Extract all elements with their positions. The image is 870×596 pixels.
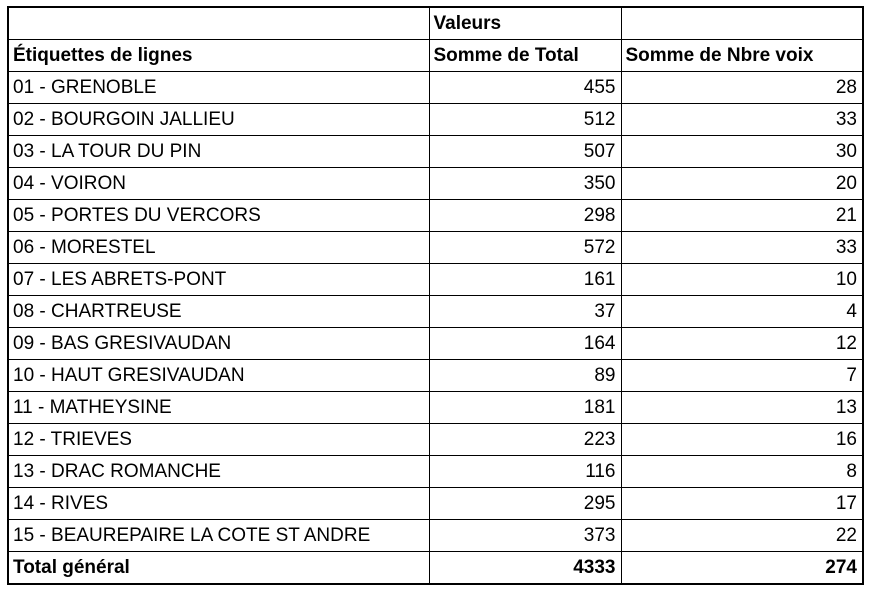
total-value-cell[interactable]: 116 <box>428 455 622 488</box>
voix-value-cell[interactable]: 30 <box>620 135 864 168</box>
total-value-cell[interactable]: 455 <box>428 71 622 104</box>
total-value-cell[interactable]: 350 <box>428 167 622 200</box>
voix-value-cell[interactable]: 21 <box>620 199 864 232</box>
total-value-cell[interactable]: 295 <box>428 487 622 520</box>
row-label-cell[interactable]: 05 - PORTES DU VERCORS <box>7 199 430 232</box>
table-row: 15 - BEAUREPAIRE LA COTE ST ANDRE 373 22 <box>7 519 864 552</box>
row-labels-header-cell[interactable]: Étiquettes de lignes <box>7 39 430 72</box>
row-label-cell[interactable]: 09 - BAS GRESIVAUDAN <box>7 327 430 360</box>
column-headers-row: Étiquettes de lignes Somme de Total Somm… <box>7 39 864 72</box>
row-label-cell[interactable]: 08 - CHARTREUSE <box>7 295 430 328</box>
table-row: 07 - LES ABRETS-PONT 161 10 <box>7 263 864 296</box>
grand-total-label-cell[interactable]: Total général <box>7 551 430 585</box>
sum-total-header-cell[interactable]: Somme de Total <box>428 39 622 72</box>
sum-voix-header-cell[interactable]: Somme de Nbre voix <box>620 39 864 72</box>
voix-value-cell[interactable]: 33 <box>620 103 864 136</box>
voix-value-cell[interactable]: 16 <box>620 423 864 456</box>
row-label-cell[interactable]: 14 - RIVES <box>7 487 430 520</box>
voix-value-cell[interactable]: 8 <box>620 455 864 488</box>
table-row: 13 - DRAC ROMANCHE 116 8 <box>7 455 864 488</box>
voix-value-cell[interactable]: 28 <box>620 71 864 104</box>
total-value-cell[interactable]: 572 <box>428 231 622 264</box>
total-value-cell[interactable]: 37 <box>428 295 622 328</box>
values-header-row: Valeurs <box>7 6 864 40</box>
voix-value-cell[interactable]: 13 <box>620 391 864 424</box>
voix-value-cell[interactable]: 7 <box>620 359 864 392</box>
table-row: 14 - RIVES 295 17 <box>7 487 864 520</box>
row-label-cell[interactable]: 11 - MATHEYSINE <box>7 391 430 424</box>
row-label-cell[interactable]: 13 - DRAC ROMANCHE <box>7 455 430 488</box>
voix-value-cell[interactable]: 17 <box>620 487 864 520</box>
total-value-cell[interactable]: 161 <box>428 263 622 296</box>
table-row: 08 - CHARTREUSE 37 4 <box>7 295 864 328</box>
table-row: 09 - BAS GRESIVAUDAN 164 12 <box>7 327 864 360</box>
table-row: 11 - MATHEYSINE 181 13 <box>7 391 864 424</box>
row-label-cell[interactable]: 06 - MORESTEL <box>7 231 430 264</box>
row-label-cell[interactable]: 12 - TRIEVES <box>7 423 430 456</box>
grand-total-total-cell[interactable]: 4333 <box>428 551 622 585</box>
table-row: 01 - GRENOBLE 455 28 <box>7 71 864 104</box>
total-value-cell[interactable]: 512 <box>428 103 622 136</box>
voix-value-cell[interactable]: 22 <box>620 519 864 552</box>
row-label-cell[interactable]: 02 - BOURGOIN JALLIEU <box>7 103 430 136</box>
table-row: 03 - LA TOUR DU PIN 507 30 <box>7 135 864 168</box>
row-label-cell[interactable]: 01 - GRENOBLE <box>7 71 430 104</box>
values-header-cell[interactable]: Valeurs <box>428 6 622 40</box>
total-value-cell[interactable]: 507 <box>428 135 622 168</box>
total-value-cell[interactable]: 181 <box>428 391 622 424</box>
values-header-spacer-cell[interactable] <box>620 6 864 40</box>
voix-value-cell[interactable]: 33 <box>620 231 864 264</box>
row-label-cell[interactable]: 03 - LA TOUR DU PIN <box>7 135 430 168</box>
voix-value-cell[interactable]: 20 <box>620 167 864 200</box>
table-row: 04 - VOIRON 350 20 <box>7 167 864 200</box>
row-label-cell[interactable]: 15 - BEAUREPAIRE LA COTE ST ANDRE <box>7 519 430 552</box>
row-label-cell[interactable]: 07 - LES ABRETS-PONT <box>7 263 430 296</box>
grand-total-voix-cell[interactable]: 274 <box>620 551 864 585</box>
grand-total-row: Total général 4333 274 <box>7 551 864 585</box>
voix-value-cell[interactable]: 10 <box>620 263 864 296</box>
total-value-cell[interactable]: 373 <box>428 519 622 552</box>
row-label-cell[interactable]: 10 - HAUT GRESIVAUDAN <box>7 359 430 392</box>
voix-value-cell[interactable]: 4 <box>620 295 864 328</box>
total-value-cell[interactable]: 89 <box>428 359 622 392</box>
total-value-cell[interactable]: 223 <box>428 423 622 456</box>
corner-cell[interactable] <box>7 6 430 40</box>
table-row: 10 - HAUT GRESIVAUDAN 89 7 <box>7 359 864 392</box>
table-row: 02 - BOURGOIN JALLIEU 512 33 <box>7 103 864 136</box>
total-value-cell[interactable]: 298 <box>428 199 622 232</box>
voix-value-cell[interactable]: 12 <box>620 327 864 360</box>
table-row: 12 - TRIEVES 223 16 <box>7 423 864 456</box>
row-label-cell[interactable]: 04 - VOIRON <box>7 167 430 200</box>
table-row: 05 - PORTES DU VERCORS 298 21 <box>7 199 864 232</box>
pivot-table: Valeurs Étiquettes de lignes Somme de To… <box>7 6 864 585</box>
total-value-cell[interactable]: 164 <box>428 327 622 360</box>
table-row: 06 - MORESTEL 572 33 <box>7 231 864 264</box>
spreadsheet-area: Valeurs Étiquettes de lignes Somme de To… <box>7 6 864 585</box>
